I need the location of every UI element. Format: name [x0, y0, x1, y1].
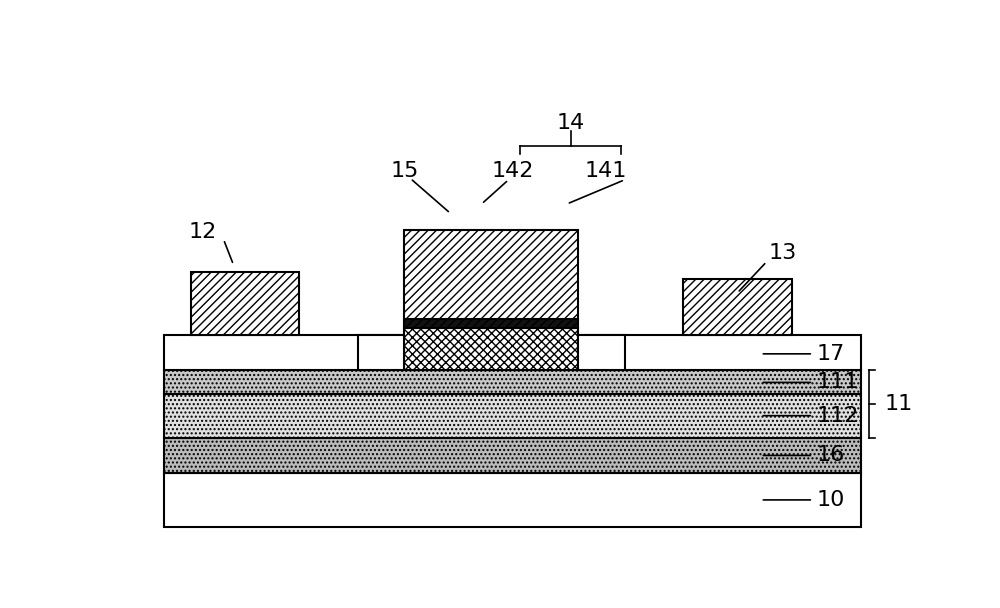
Text: 111: 111 — [816, 373, 859, 392]
Text: 141: 141 — [584, 161, 627, 181]
Bar — [164, 370, 861, 393]
Text: 15: 15 — [391, 161, 419, 181]
Bar — [404, 319, 578, 328]
Bar — [404, 230, 578, 319]
Bar — [164, 473, 861, 527]
Text: 16: 16 — [816, 446, 845, 466]
Text: 14: 14 — [556, 113, 585, 133]
Bar — [164, 438, 861, 473]
Text: 10: 10 — [816, 490, 845, 510]
Bar — [683, 279, 792, 335]
Bar — [164, 393, 861, 438]
Text: 112: 112 — [816, 406, 859, 426]
Text: 12: 12 — [189, 222, 217, 242]
Bar — [578, 335, 625, 370]
Bar — [358, 335, 404, 370]
Bar — [164, 335, 861, 370]
Text: 11: 11 — [885, 395, 913, 415]
Bar — [191, 272, 299, 335]
Text: 17: 17 — [816, 344, 845, 364]
Bar — [404, 328, 578, 370]
Text: 142: 142 — [491, 161, 534, 181]
Text: 13: 13 — [768, 243, 796, 263]
